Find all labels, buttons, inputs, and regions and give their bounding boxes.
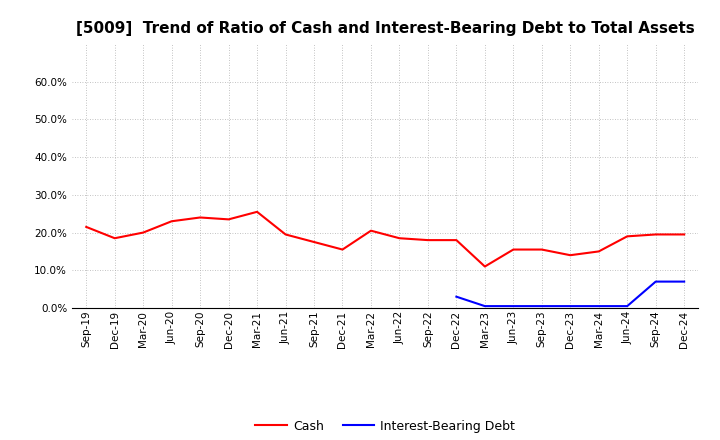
Cash <box>452 238 461 243</box>
Interest-Bearing Debt <box>537 304 546 309</box>
Cash <box>623 234 631 239</box>
Line: Interest-Bearing Debt: Interest-Bearing Debt <box>456 282 684 306</box>
Legend: Cash, Interest-Bearing Debt: Cash, Interest-Bearing Debt <box>251 414 520 437</box>
Interest-Bearing Debt <box>480 304 489 309</box>
Cash <box>509 247 518 252</box>
Cash <box>196 215 204 220</box>
Interest-Bearing Debt <box>680 279 688 284</box>
Cash <box>110 235 119 241</box>
Cash <box>338 247 347 252</box>
Interest-Bearing Debt <box>509 304 518 309</box>
Cash <box>480 264 489 269</box>
Interest-Bearing Debt <box>452 294 461 299</box>
Interest-Bearing Debt <box>566 304 575 309</box>
Cash <box>395 235 404 241</box>
Interest-Bearing Debt <box>623 304 631 309</box>
Cash <box>423 238 432 243</box>
Cash <box>253 209 261 214</box>
Cash <box>566 253 575 258</box>
Cash <box>680 232 688 237</box>
Cash <box>82 224 91 230</box>
Cash <box>652 232 660 237</box>
Cash <box>595 249 603 254</box>
Cash <box>139 230 148 235</box>
Cash <box>310 239 318 245</box>
Cash <box>282 232 290 237</box>
Line: Cash: Cash <box>86 212 684 267</box>
Title: [5009]  Trend of Ratio of Cash and Interest-Bearing Debt to Total Assets: [5009] Trend of Ratio of Cash and Intere… <box>76 21 695 36</box>
Cash <box>167 219 176 224</box>
Interest-Bearing Debt <box>652 279 660 284</box>
Cash <box>366 228 375 233</box>
Interest-Bearing Debt <box>595 304 603 309</box>
Cash <box>537 247 546 252</box>
Cash <box>225 217 233 222</box>
